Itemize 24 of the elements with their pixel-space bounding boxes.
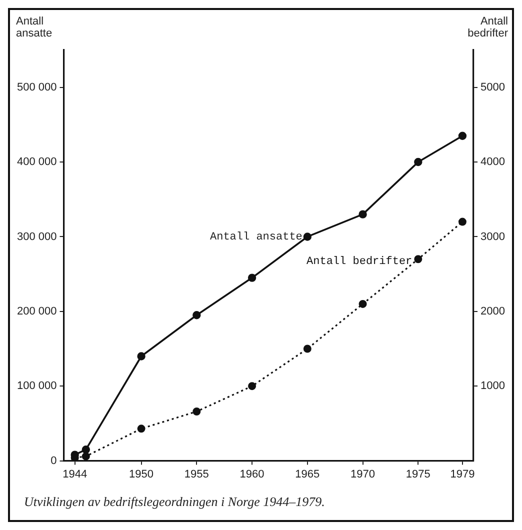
x-tick-label: 1975	[406, 468, 430, 480]
y-tick-label: 200 000	[16, 305, 57, 318]
y2-tick-label: 2000	[480, 305, 506, 318]
x-tick-label: 1960	[240, 468, 264, 480]
x-tick-label: 1970	[350, 468, 376, 480]
y-tick-label: 300 000	[16, 230, 57, 243]
text: Utviklingen av bedriftslegeordningen i Norge 1944–1979.	[23, 493, 326, 510]
y-axis-title: Antall ansatte	[16, 16, 52, 40]
y2-tick-label: 3000	[480, 230, 506, 243]
y2-tick-label: 4000	[480, 156, 506, 168]
series-label: Antall ansatte	[210, 232, 302, 244]
y2-tick-label: 1000	[480, 380, 506, 392]
y-tick-label: 400 000	[16, 156, 57, 168]
y2-axis-title: Antall bedrifter	[468, 16, 508, 40]
y-tick-label: 500 000	[16, 81, 57, 94]
y-tick-label: 100 000	[16, 380, 57, 392]
x-tick-label: 1955	[184, 468, 209, 480]
series-label: Antall bedrifter	[306, 256, 412, 268]
y2-tick-label: 5000	[480, 81, 506, 94]
x-tick-label: 1965	[295, 468, 320, 480]
x-tick-label: 1944	[62, 468, 88, 480]
y-tick-label: 0	[50, 454, 57, 467]
x-tick-label: 1950	[129, 468, 154, 480]
x-tick-label: 1979	[450, 468, 475, 480]
